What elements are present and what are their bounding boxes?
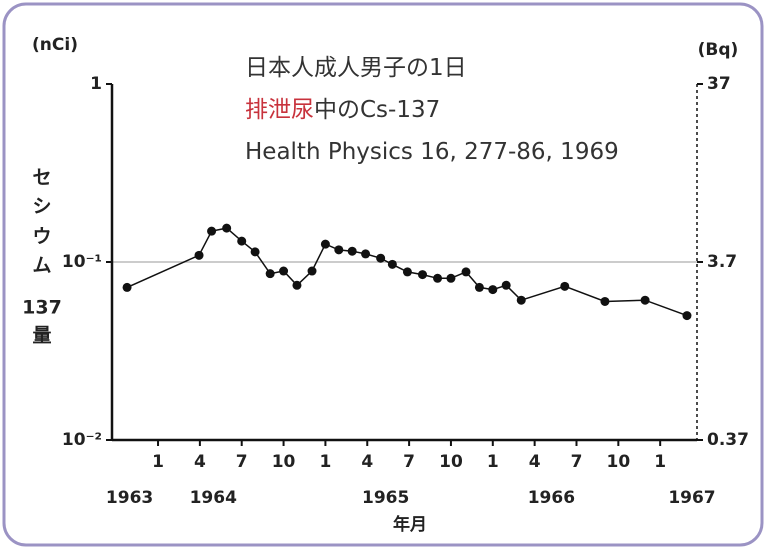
x-tick-label: 1: [487, 452, 499, 472]
y-label: 137: [22, 297, 62, 319]
data-point: [207, 226, 217, 236]
y2-tick-label: 3.7: [707, 252, 737, 272]
x-tick-label: 1: [319, 452, 331, 472]
y-label: ウ: [32, 226, 51, 248]
data-point: [250, 247, 260, 257]
x-tick-label: 1: [654, 452, 666, 472]
x-tick-label: 4: [529, 452, 541, 472]
data-point: [194, 250, 204, 260]
x-tick-label: 1: [152, 452, 164, 472]
x-tick-label: 7: [571, 452, 583, 472]
x-year-label: 1965: [362, 488, 409, 508]
data-point: [237, 236, 247, 246]
title-line: Health Physics 16, 277-86, 1969: [245, 139, 619, 165]
data-point: [279, 266, 289, 276]
title-segment: 日本人成人男子の1日: [245, 55, 467, 81]
y-tick-label: 10⁻²: [62, 430, 102, 450]
x-label: 年月: [393, 514, 427, 535]
data-point: [122, 282, 132, 292]
x-tick-label: 4: [361, 452, 373, 472]
data-point: [600, 296, 610, 306]
data-point: [516, 295, 526, 305]
data-point: [222, 223, 232, 233]
x-tick-label: 10: [272, 452, 296, 472]
x-year-label: 1966: [528, 488, 575, 508]
data-point: [488, 285, 498, 295]
data-point: [361, 249, 371, 259]
x-tick-label: 10: [606, 452, 630, 472]
title-segment: Health Physics 16, 277-86, 1969: [245, 139, 619, 165]
data-point: [474, 282, 484, 292]
data-point: [402, 267, 412, 277]
x-year-label: 1964: [190, 488, 237, 508]
data-point: [334, 245, 344, 255]
x-year-label: 1967: [668, 488, 715, 508]
y-label: セ: [32, 167, 51, 189]
data-point: [682, 311, 692, 321]
data-point: [560, 281, 570, 291]
x-tick-label: 7: [236, 452, 248, 472]
data-point: [265, 269, 275, 279]
data-point: [387, 259, 397, 269]
data-point: [446, 273, 456, 283]
data-point: [347, 246, 357, 256]
data-point: [417, 270, 427, 280]
y-tick-label: 1: [90, 74, 102, 94]
title-segment: 排泄尿: [245, 97, 314, 123]
x-tick-label: 4: [194, 452, 206, 472]
y-tick-label: 10⁻¹: [62, 252, 102, 272]
title-line: 排泄尿中のCs-137: [245, 97, 440, 123]
data-point: [640, 295, 650, 305]
title-line: 日本人成人男子の1日: [245, 55, 467, 81]
y2-tick-label: 0.37: [707, 430, 749, 450]
data-point: [320, 239, 330, 249]
y-label: シ: [32, 196, 51, 218]
x-tick-label: 7: [403, 452, 415, 472]
data-point: [501, 280, 511, 290]
y-label: 量: [32, 325, 51, 347]
y2-tick-label: 37: [707, 74, 731, 94]
y2-unit: (Bq): [698, 40, 739, 60]
y-unit: (nCi): [32, 35, 78, 55]
data-point: [461, 267, 471, 277]
title-segment: 中のCs-137: [314, 97, 440, 123]
data-point: [307, 266, 317, 276]
data-point: [433, 273, 443, 283]
x-tick-label: 10: [439, 452, 463, 472]
data-point: [376, 253, 386, 263]
y-label: ム: [32, 255, 51, 277]
x-year-label: 1963: [106, 488, 153, 508]
data-point: [292, 280, 302, 290]
